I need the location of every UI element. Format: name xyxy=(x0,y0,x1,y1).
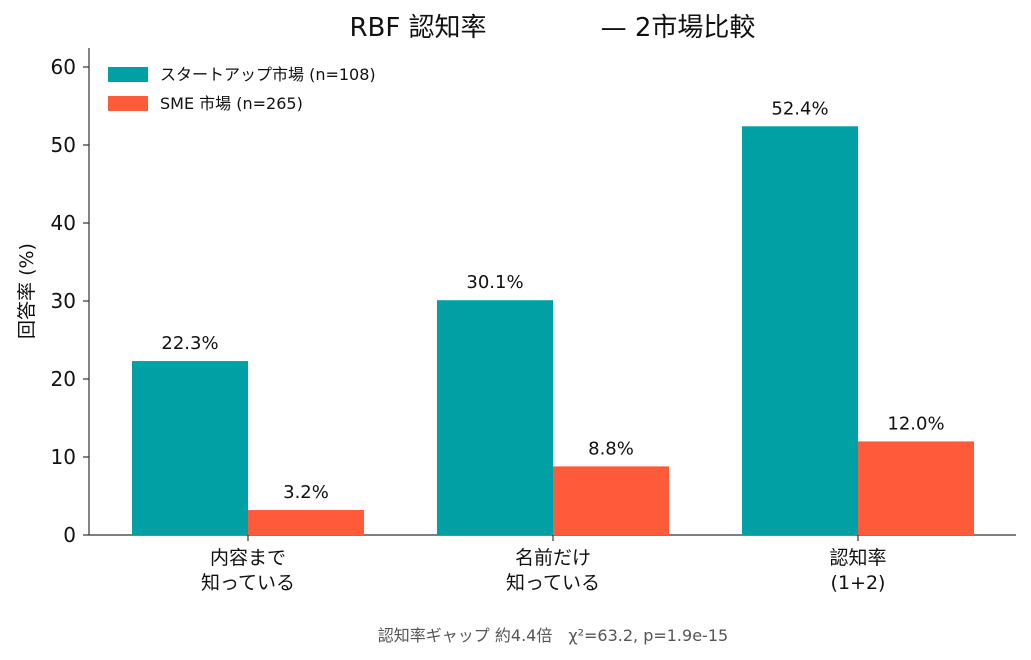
y-tick-label: 10 xyxy=(51,445,76,469)
x-category-label: 認知率 xyxy=(829,547,886,569)
footnote: 認知率ギャップ 約4.4倍 χ²=63.2, p=1.9e-15 xyxy=(378,626,728,645)
data-label: 3.2% xyxy=(283,482,329,503)
x-category-label: 知っている xyxy=(506,572,600,594)
bar-sme-1 xyxy=(553,466,669,535)
bar-startup-2 xyxy=(742,126,858,535)
y-tick-label: 30 xyxy=(51,289,76,313)
x-category-label: (1+2) xyxy=(831,572,886,594)
x-category-label: 内容まで xyxy=(210,547,286,569)
chart-title-left: RBF 認知率 xyxy=(349,13,486,43)
legend: スタートアップ市場 (n=108) SME 市場 (n=265) xyxy=(108,65,376,113)
bars xyxy=(132,126,974,535)
y-tick-label: 40 xyxy=(51,211,76,235)
data-label: 30.1% xyxy=(466,272,523,293)
bar-sme-0 xyxy=(248,510,364,535)
y-tick-label: 50 xyxy=(51,133,76,157)
bar-startup-0 xyxy=(132,361,248,535)
y-axis-label: 回答率 (%) xyxy=(16,243,38,339)
y-tick-label: 0 xyxy=(63,523,76,547)
x-category-label: 名前だけ xyxy=(515,547,591,569)
data-label: 52.4% xyxy=(771,98,828,119)
y-tick-label: 60 xyxy=(51,55,76,79)
x-category-label: 知っている xyxy=(201,572,295,594)
legend-swatch-sme xyxy=(108,96,148,111)
legend-label-startup: スタートアップ市場 (n=108) xyxy=(160,65,376,84)
data-label: 12.0% xyxy=(887,413,944,434)
chart-title-right: — 2市場比較 xyxy=(601,13,756,43)
data-labels: 22.3% 3.2% 30.1% 8.8% 52.4% 12.0% xyxy=(161,98,944,503)
legend-swatch-startup xyxy=(108,67,148,82)
bar-sme-2 xyxy=(858,441,974,535)
data-label: 22.3% xyxy=(161,333,218,354)
y-tick-label: 20 xyxy=(51,367,76,391)
legend-label-sme: SME 市場 (n=265) xyxy=(160,94,303,113)
y-ticks: 0 10 20 30 40 50 60 xyxy=(51,55,89,547)
data-label: 8.8% xyxy=(588,438,634,459)
bar-startup-1 xyxy=(437,300,553,535)
